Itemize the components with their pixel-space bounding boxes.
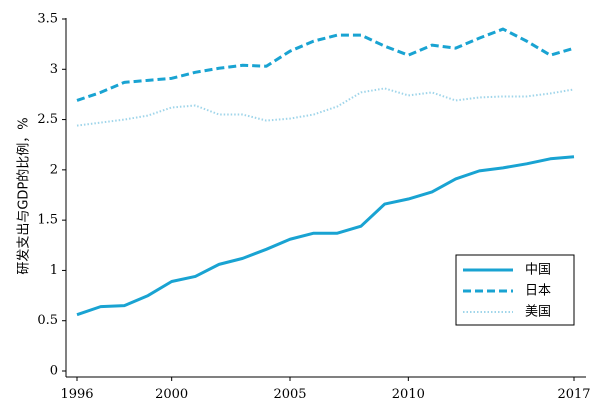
data-point [170,280,172,282]
data-point [147,79,149,81]
data-point [218,67,220,69]
legend-item: 日本 [463,284,551,299]
data-point [431,44,433,46]
data-point [218,263,220,265]
data-point [123,81,125,83]
legend-label: 日本 [525,284,551,299]
data-point [76,124,78,126]
data-point [312,40,314,42]
y-tick-label: 3.5 [37,12,58,27]
data-point [407,94,409,96]
data-point [525,40,527,42]
data-point [454,99,456,101]
x-tick-label: 1996 [60,387,93,402]
legend-item: 中国 [463,263,551,278]
data-point [99,305,101,307]
data-point [454,47,456,49]
data-point [336,105,338,107]
data-point [336,232,338,234]
data-point [383,45,385,47]
x-tick-label: 2017 [557,387,590,402]
data-point [360,34,362,36]
legend-label: 中国 [525,263,551,278]
data-point [549,92,551,94]
y-tick-label: 0 [50,364,58,379]
data-point [241,64,243,66]
data-point [312,232,314,234]
data-point [360,91,362,93]
data-point [549,54,551,56]
x-axis-ticks: 1996 2000 2005 2010 2017 [60,377,591,402]
data-point [265,248,267,250]
data-point [123,304,125,306]
x-tick-label: 2000 [155,387,188,402]
legend-box [455,254,575,326]
x-tick-label: 2010 [392,387,425,402]
data-point [502,95,504,97]
data-point [573,156,575,158]
series-line [76,87,575,127]
data-point [336,34,338,36]
data-point [289,117,291,119]
series-line [76,27,575,102]
data-point [194,104,196,106]
series-3 [76,87,575,127]
plot-frame [65,18,586,378]
data-point [241,257,243,259]
data-point [478,96,480,98]
series-line [76,155,575,317]
data-point [76,99,78,101]
series-group [76,27,575,317]
data-point [194,275,196,277]
data-point [478,37,480,39]
data-point [218,113,220,115]
data-point [525,163,527,165]
data-point [123,118,125,120]
data-point [573,47,575,49]
data-point [407,54,409,56]
y-tick-label: 2 [50,162,58,177]
data-point [573,88,575,90]
data-point [454,178,456,180]
data-point [383,203,385,205]
series-2 [76,27,575,102]
data-point [170,106,172,108]
data-point [431,91,433,93]
data-point [549,158,551,160]
data-point [147,294,149,296]
data-point [525,95,527,97]
x-tick-label: 2005 [273,387,306,402]
data-point [502,167,504,169]
data-point [241,113,243,115]
data-point [194,71,196,73]
data-point [478,170,480,172]
data-point [99,91,101,93]
data-point [312,113,314,115]
data-point [289,238,291,240]
data-point [76,313,78,315]
data-point [147,114,149,116]
data-point [502,28,504,30]
data-point [383,87,385,89]
data-point [289,50,291,52]
y-tick-label: 1.5 [37,213,58,228]
y-tick-label: 3 [50,62,58,77]
series-1 [76,155,575,317]
data-point [431,191,433,193]
legend-label: 美国 [525,305,551,320]
data-point [265,119,267,121]
data-point [407,198,409,200]
data-point [99,121,101,123]
data-point [360,225,362,227]
y-axis-ticks: 0 0.5 1 1.5 2 2.5 3 3.5 [37,12,66,379]
data-point [265,65,267,67]
y-tick-label: 2.5 [37,112,58,127]
data-point [170,77,172,79]
y-axis-title: 研发支出与GDP的比例，% [16,117,32,274]
legend-item: 美国 [463,305,551,320]
y-tick-label: 1 [50,263,58,278]
y-tick-label: 0.5 [37,313,58,328]
